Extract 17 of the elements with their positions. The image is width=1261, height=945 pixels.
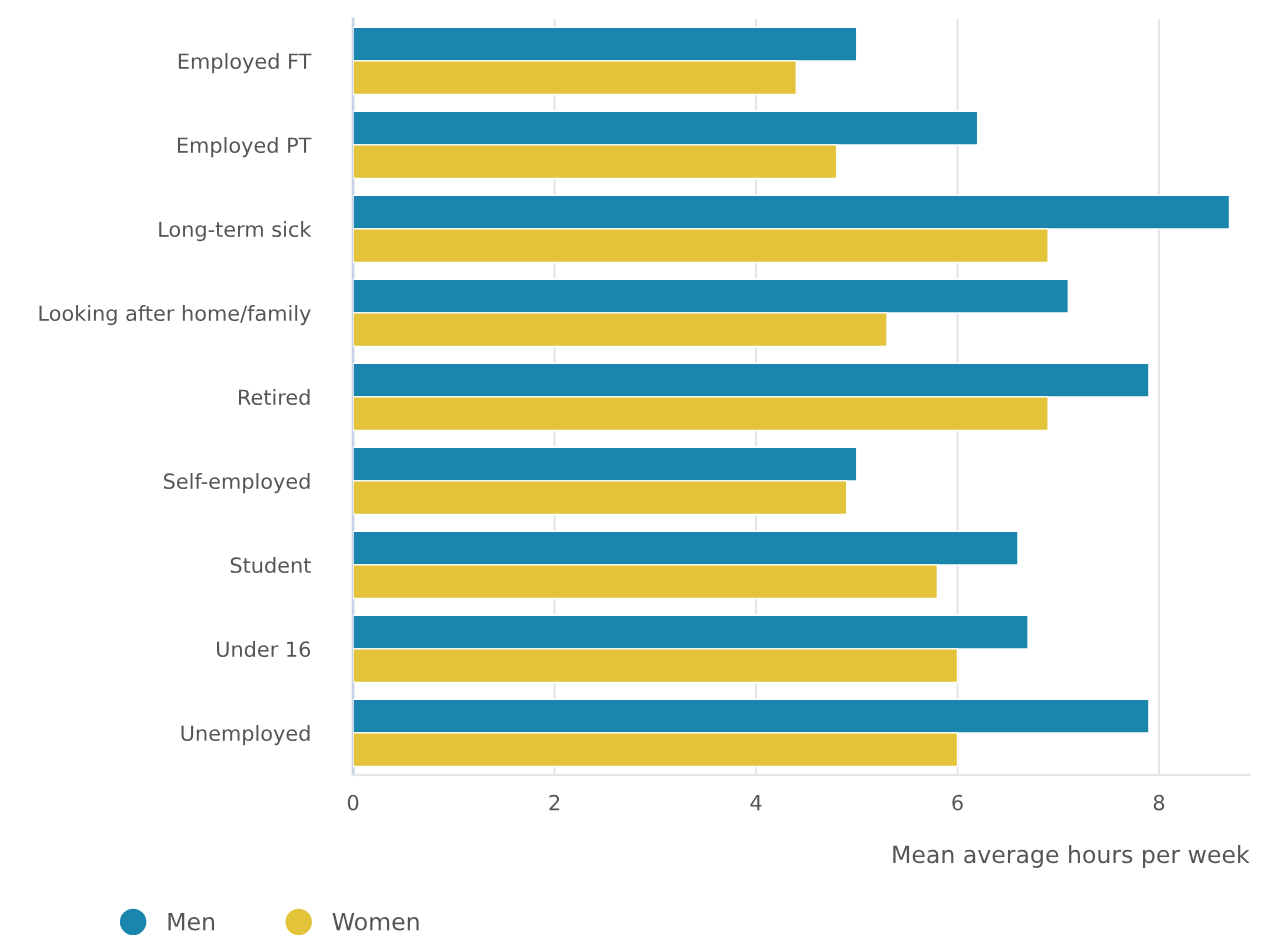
x-tick-label: 0 — [347, 794, 359, 811]
legend-label: Women — [332, 912, 419, 931]
y-tick-label: Retired — [239, 388, 310, 406]
y-tick-label: Long-term sick — [159, 220, 312, 242]
y-tick-label: Employed FT — [178, 52, 312, 74]
x-tick-label: 6 — [952, 794, 963, 811]
y-tick-label: Employed PT — [177, 136, 312, 158]
y-tick-label: Looking after home/family — [39, 304, 311, 326]
y-tick-label: Self-employed — [164, 472, 310, 494]
x-tick-label: 2 — [549, 794, 560, 811]
legend-label: Men — [168, 912, 215, 931]
y-tick-label: Unemployed — [181, 724, 310, 746]
x-axis-title: Mean average hours per week — [893, 845, 1250, 868]
y-tick-label: Student — [230, 556, 311, 574]
x-tick-label: 4 — [750, 794, 762, 811]
x-tick-label: 8 — [1153, 794, 1165, 811]
y-tick-label: Under 16 — [217, 640, 311, 658]
